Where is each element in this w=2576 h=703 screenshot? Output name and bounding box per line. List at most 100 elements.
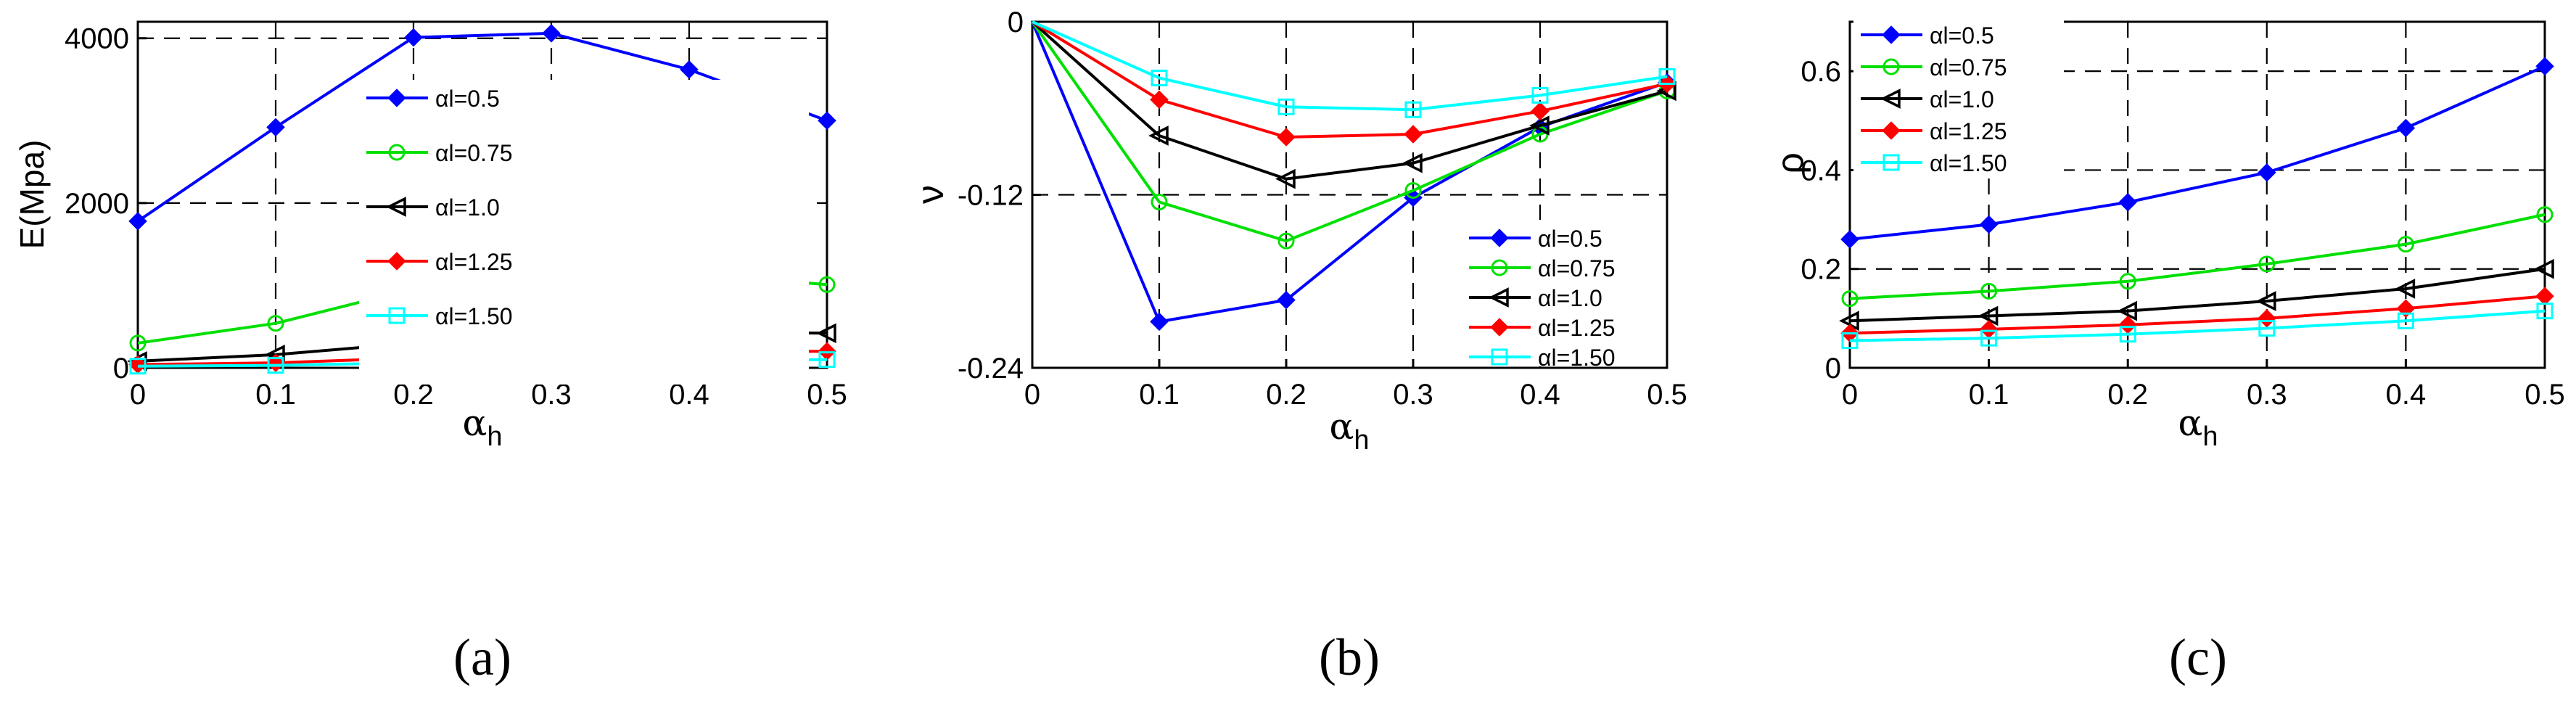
data-point	[266, 118, 285, 137]
legend-item: αl=0.75	[1861, 54, 2007, 81]
data-point	[128, 212, 147, 231]
legend-swatch-marker	[1882, 121, 1901, 140]
panel-b-series	[1031, 20, 1676, 332]
legend-label: αl=0.5	[1538, 226, 1602, 252]
legend-item: αl=1.0	[1861, 86, 1994, 112]
series-line	[1849, 65, 2546, 241]
data-point	[2119, 273, 2136, 290]
series-line	[1031, 20, 1668, 139]
series-5	[1841, 303, 2554, 350]
data-point	[1531, 86, 1549, 104]
legend-label: αl=0.75	[435, 140, 513, 166]
series-3	[1031, 20, 1676, 189]
legend-item: αl=1.50	[366, 303, 513, 329]
series-line	[136, 31, 828, 223]
series-3	[1839, 258, 2554, 332]
series-4	[1840, 287, 2554, 343]
legend-swatch-marker	[1882, 58, 1900, 75]
data-point	[2258, 163, 2276, 182]
legend-item: αl=0.5	[366, 86, 500, 112]
data-point	[1277, 128, 1296, 147]
x-tick-label: 0.1	[255, 379, 296, 411]
legend-label: αl=1.0	[1538, 285, 1602, 311]
legend-item: αl=0.75	[366, 140, 513, 166]
data-point	[1277, 98, 1295, 115]
x-tick-label: 0.1	[1969, 379, 2009, 411]
data-point	[1978, 305, 1999, 326]
series-2	[1841, 206, 2554, 308]
data-point	[1404, 125, 1423, 144]
data-point	[404, 28, 423, 47]
panel-c-series	[1839, 57, 2554, 350]
y-tick-label: -0.24	[958, 353, 1024, 385]
legend-swatch-marker	[388, 307, 406, 324]
panel-b-poisson-chart: 0 0.1 0.2 0.3 0.4 0.5 0 -0.12 -0.24 αl=0.5 αl=0.7…	[910, 7, 1687, 686]
panel-b-ticks: 0 0.1 0.2 0.3 0.4 0.5 0 -0.12 -0.24	[958, 7, 1687, 411]
panel-b-label: (b)	[1319, 628, 1380, 686]
data-point	[1841, 332, 1859, 350]
legend-swatch-marker	[387, 89, 406, 107]
series-line	[1031, 20, 1668, 181]
data-point	[1275, 168, 1296, 189]
series-1	[1840, 57, 2554, 249]
y-tick-label: 2000	[65, 188, 129, 220]
data-point	[2117, 300, 2137, 321]
data-point	[1980, 282, 1998, 300]
data-point	[818, 111, 836, 131]
x-tick-label: 0.4	[1520, 379, 1560, 411]
legend-label: αl=0.5	[1930, 22, 1994, 49]
legend-item: αl=0.5	[1469, 226, 1602, 252]
legend-swatch-marker	[1491, 259, 1508, 276]
legend-swatch-marker	[1882, 154, 1900, 171]
data-point	[1151, 193, 1168, 210]
data-point	[2255, 291, 2276, 311]
legend-item: αl=1.25	[1861, 118, 2007, 144]
series-1	[128, 24, 836, 231]
legend-label: αl=0.75	[1930, 54, 2007, 81]
data-point	[1840, 230, 1859, 249]
series-line	[1849, 295, 2546, 335]
legend-swatch-marker	[1490, 229, 1509, 247]
panel-c-ticks: 0 0.1 0.2 0.3 0.4 0.5 0 0.2 0.4 0.6	[1801, 56, 2564, 411]
legend-label: αl=1.50	[1538, 345, 1616, 371]
data-point	[2395, 279, 2416, 299]
panel-c-y-axis-label: ρ	[1769, 152, 1811, 174]
legend-swatch-marker	[387, 252, 406, 271]
legend-label: αl=0.5	[435, 86, 500, 112]
x-tick-label: 0	[1024, 379, 1040, 411]
data-point	[2534, 258, 2554, 279]
data-point	[129, 358, 147, 375]
x-tick-label: 0.4	[2386, 379, 2427, 411]
y-tick-label: 4000	[65, 23, 129, 55]
x-tick-label: 0.5	[2524, 379, 2565, 411]
panel-c-density-chart: 0 0.1 0.2 0.3 0.4 0.5 0 0.2 0.4 0.6 αl=0.5 αl=0.75…	[1769, 17, 2565, 686]
series-5	[1032, 20, 1676, 118]
data-point	[1277, 290, 1296, 310]
panel-a-label: (a)	[453, 628, 511, 686]
legend-item: αl=1.50	[1861, 150, 2007, 176]
data-point	[2397, 236, 2414, 253]
panel-b-x-axis-label: αh	[1330, 406, 1370, 456]
legend-item: αl=0.5	[1861, 22, 1994, 49]
panel-c-legend: αl=0.5 αl=0.75 αl=1.0 αl=1.25 αl=1.50	[1853, 17, 2064, 176]
panel-a-x-axis-label: αh	[463, 402, 503, 452]
legend-swatch-marker	[1489, 287, 1509, 308]
panel-c-x-axis-label: αh	[2178, 402, 2218, 452]
legend-label: αl=1.25	[1538, 315, 1616, 341]
legend-label: αl=1.0	[1930, 86, 1994, 112]
x-tick-label: 0.2	[2107, 379, 2148, 411]
y-tick-label: 0.4	[1801, 155, 1841, 186]
series-line	[1849, 267, 2546, 323]
x-tick-label: 0.5	[1647, 379, 1687, 411]
data-point	[267, 315, 284, 332]
legend-item: αl=0.75	[1469, 255, 1616, 281]
legend-swatch-marker	[1491, 348, 1508, 366]
data-point	[1151, 70, 1168, 87]
data-point	[1529, 115, 1550, 136]
y-tick-label: 0.6	[1801, 56, 1841, 88]
data-point	[2119, 326, 2136, 343]
data-point	[2535, 57, 2554, 76]
legend-swatch-marker	[386, 197, 406, 217]
y-tick-label: 0.2	[1801, 254, 1841, 286]
